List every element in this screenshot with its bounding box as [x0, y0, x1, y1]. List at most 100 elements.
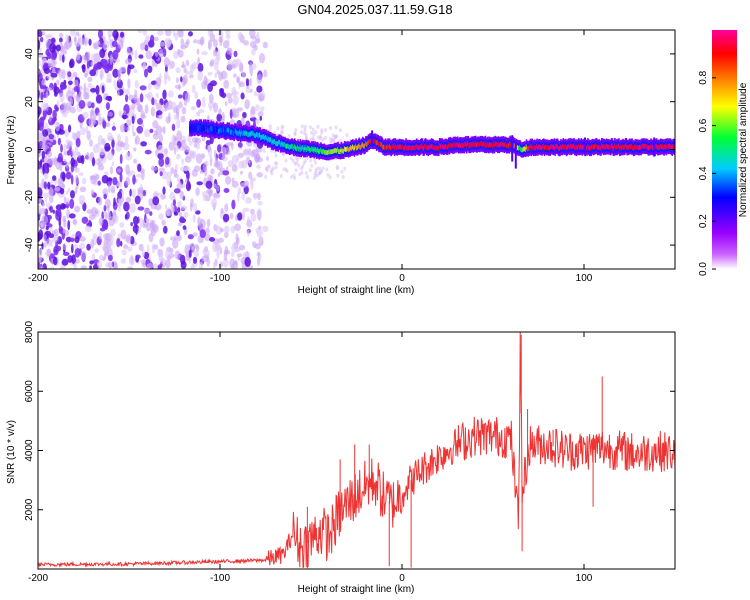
spectrogram-noise-blob [233, 73, 237, 78]
spectrogram-noise-blob [202, 101, 206, 108]
signal-track-core [460, 143, 462, 149]
spectrogram-noise-blob [237, 212, 243, 221]
spectrogram-noise-blob [152, 133, 160, 140]
signal-track-core [473, 141, 475, 147]
spectrogram-noise-blob [139, 93, 144, 103]
spectrogram-noise-blob [81, 216, 89, 224]
signal-track-core [313, 148, 316, 154]
spectrogram-noise-blob [223, 79, 230, 89]
spectrogram-noise-blob [98, 147, 106, 156]
signal-track-core [209, 127, 212, 133]
spectrogram-noise-blob [176, 118, 181, 129]
spectrogram-noise-blob [188, 70, 193, 76]
spectrogram-noise-blob [246, 229, 250, 237]
signal-track-core [588, 146, 591, 151]
spectrogram-noise-blob [125, 164, 130, 175]
spectrogram-noise-blob [133, 158, 138, 164]
x-tick-label: 0 [399, 573, 405, 584]
spectrogram-noise-blob [181, 76, 187, 87]
spectrogram-noise-blob [193, 142, 198, 148]
spectrogram-noise-blob [41, 78, 47, 86]
spectrogram-noise-blob [151, 97, 155, 106]
spectrogram-noise-blob [82, 177, 87, 185]
spectrogram-noise-blob [250, 213, 257, 222]
spectrogram-noise-blob [115, 32, 119, 39]
spectrogram-noise-blob [71, 132, 76, 139]
spectrogram-noise-blob [303, 124, 307, 129]
spectrogram-noise-blob [209, 61, 214, 67]
spectrogram-noise-blob [194, 91, 199, 99]
spectrogram-noise-blob [180, 115, 184, 123]
signal-track-core [402, 145, 405, 150]
spectrogram-noise-blob [47, 181, 51, 190]
spectrogram-noise-blob [160, 257, 164, 265]
spectrogram-noise-blob [336, 173, 340, 178]
signal-track-core [537, 145, 539, 151]
spectrogram-noise-blob [45, 91, 49, 99]
spectrogram-noise-blob [183, 211, 189, 219]
spectrogram-noise-blob [320, 128, 324, 133]
spectrogram-noise-blob [308, 168, 312, 173]
spectrogram-noise-blob [117, 133, 121, 143]
spectrogram-noise-blob [231, 141, 234, 151]
spectrogram-noise-blob [185, 59, 190, 66]
spectrogram-noise-blob [76, 95, 80, 101]
spectrogram-noise-blob [231, 164, 238, 173]
spectrogram-noise-blob [293, 176, 297, 181]
spectrogram-noise-blob [105, 262, 109, 268]
spectrogram-noise-blob [104, 142, 111, 152]
spectrogram-noise-blob [176, 230, 180, 237]
spectrogram-noise-blob [80, 250, 87, 261]
spectrogram-noise-blob [147, 65, 153, 74]
spectrogram-noise-blob [207, 30, 214, 38]
spectrogram-noise-blob [206, 256, 210, 267]
spectrogram-noise-blob [41, 150, 46, 159]
spectrogram-noise-blob [141, 248, 145, 258]
colorbar-tick-label: 0.2 [698, 214, 709, 228]
spectrogram-noise-blob [151, 243, 156, 254]
spectrogram-noise-blob [168, 112, 171, 123]
spectrogram-noise-blob [65, 162, 69, 169]
signal-track-core [628, 144, 630, 150]
spectrogram-noise-blob [134, 195, 141, 205]
spectrogram-noise-blob [153, 36, 159, 42]
spectrogram-noise-blob [172, 199, 176, 207]
spectrogram-noise-blob [58, 217, 62, 227]
spectrogram-noise-blob [166, 40, 172, 48]
spectrogram-noise-blob [137, 163, 142, 172]
spectrogram-noise-blob [343, 166, 347, 171]
spectrogram-noise-blob [126, 246, 133, 252]
spectrogram-noise-blob [164, 30, 172, 37]
signal-track-core [649, 145, 651, 151]
signal-track-core [292, 144, 294, 150]
spectrogram-noise-blob [237, 142, 243, 148]
spectrogram-noise-blob [279, 174, 283, 178]
spectrogram-noise-blob [217, 144, 222, 153]
spectrogram-noise-blob [221, 146, 227, 158]
spectrogram-noise-blob [218, 108, 222, 115]
signal-track-core [481, 141, 483, 146]
spectrogram-noise-blob [39, 85, 47, 90]
spectrogram-noise-blob [144, 149, 152, 155]
spectrogram-noise-blob [177, 30, 184, 38]
spectrogram-noise-blob [117, 75, 121, 83]
spectrogram-noise-blob [71, 149, 75, 158]
spectrogram-noise-blob [68, 124, 72, 133]
signal-track-core [416, 144, 419, 150]
signal-track-core [524, 146, 526, 152]
spectrogram-noise-blob [49, 205, 54, 213]
spectrogram-noise-blob [326, 173, 330, 177]
spectrogram-noise-blob [144, 104, 149, 114]
spectrogram-noise-blob [125, 94, 129, 103]
spectrogram-noise-blob [151, 58, 155, 68]
spectrogram-noise-blob [84, 52, 91, 62]
spectrogram-noise-blob [242, 207, 250, 213]
spectrogram-noise-blob [102, 120, 107, 129]
spectrogram-noise-blob [76, 51, 81, 61]
spectrogram-noise-blob [212, 102, 219, 113]
signal-track-core [382, 144, 384, 150]
spectrogram-noise-blob [127, 78, 131, 89]
spectrogram-noise-blob [108, 216, 115, 227]
spectrogram-noise-blob [199, 229, 206, 239]
spectrogram-noise-blob [328, 175, 332, 180]
